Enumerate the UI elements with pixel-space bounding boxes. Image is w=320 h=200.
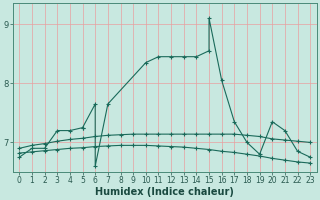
X-axis label: Humidex (Indice chaleur): Humidex (Indice chaleur)	[95, 187, 234, 197]
